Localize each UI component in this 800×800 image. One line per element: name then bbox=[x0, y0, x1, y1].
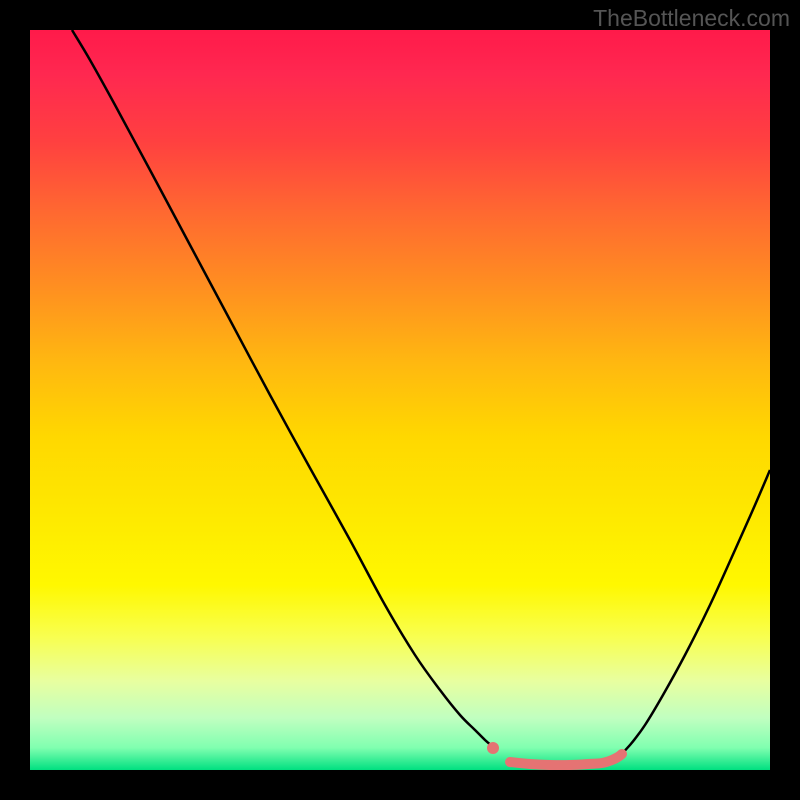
curve-layer bbox=[30, 30, 770, 770]
watermark-text: TheBottleneck.com bbox=[593, 5, 790, 32]
highlight-segment bbox=[510, 754, 622, 765]
highlight-dot bbox=[487, 742, 499, 754]
left-curve bbox=[72, 30, 497, 750]
plot-area bbox=[30, 30, 770, 770]
chart-container: TheBottleneck.com bbox=[0, 0, 800, 800]
right-curve bbox=[612, 470, 770, 760]
